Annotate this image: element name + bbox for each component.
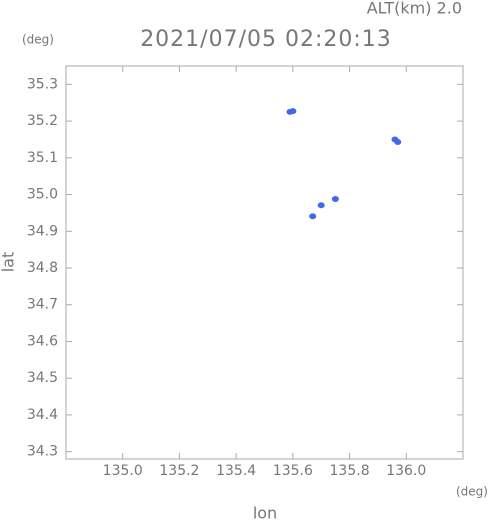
- point: [317, 202, 325, 209]
- x-tick-label: 135.6: [273, 463, 313, 479]
- x-tick-label: 136.0: [386, 463, 426, 479]
- x-tick-label: 135.4: [216, 463, 256, 479]
- y-tick-label: 34.6: [27, 333, 58, 349]
- y-tick-label: 35.1: [27, 150, 58, 166]
- y-tick-label: 34.5: [27, 370, 58, 386]
- point: [331, 195, 339, 202]
- x-tick-label: 135.8: [330, 463, 370, 479]
- y-tick-label: 35.3: [27, 76, 58, 92]
- chart-title: 2021/07/05 02:20:13: [140, 27, 392, 52]
- y-tick-label: 34.4: [27, 407, 58, 423]
- plot-frame: [65, 65, 464, 460]
- x-tick-label: 135.2: [159, 463, 199, 479]
- y-tick-label: 35.2: [27, 113, 58, 129]
- y-axis-label: lat: [0, 252, 18, 273]
- subtitle: ALT(km) 2.0: [367, 0, 462, 18]
- point: [391, 136, 399, 143]
- y-tick-label: 34.8: [27, 260, 58, 276]
- y-tick-label: 34.7: [27, 297, 58, 313]
- x-tick-label: 135.0: [103, 463, 143, 479]
- y-tick-label: 34.3: [27, 444, 58, 460]
- y-tick-label: 34.9: [27, 223, 58, 239]
- point: [309, 213, 317, 220]
- y-unit: (deg): [22, 33, 54, 47]
- point: [289, 108, 297, 115]
- x-unit: (deg): [456, 485, 488, 499]
- y-tick-label: 35.0: [27, 187, 58, 203]
- x-axis-label: lon: [253, 504, 277, 521]
